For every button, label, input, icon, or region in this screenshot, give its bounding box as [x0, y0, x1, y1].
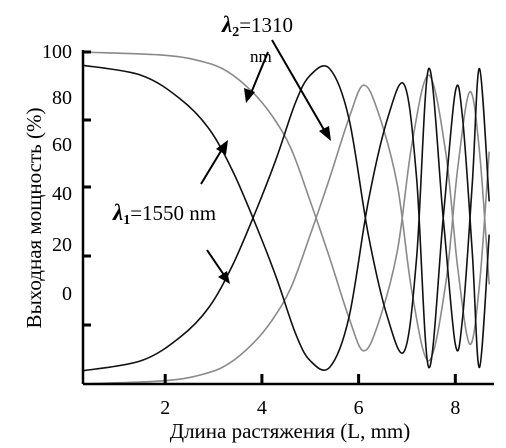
lambda2-arrow-left [248, 51, 269, 99]
lambda1-annotation: λ1=1550 nm [112, 140, 230, 284]
series-1550-bar-curve [82, 64, 490, 371]
lambda2-unit: nm [250, 47, 272, 66]
lambda2-arrow-right-head [319, 126, 331, 141]
y-tick-label-40: 40 [52, 183, 72, 205]
lambda2-value: =1310 [239, 13, 293, 37]
y-tick-label-100: 100 [42, 41, 72, 63]
y-tick-label-80: 80 [52, 87, 72, 109]
x-tick-label-6: 6 [354, 397, 364, 419]
lambda2-arrow-left-head [244, 88, 255, 103]
lambda2-subscript: 2 [232, 25, 239, 40]
lambda1-arrow-down [206, 249, 227, 279]
lambda1-arrow-up-head [216, 140, 228, 155]
ticks-layer [83, 50, 457, 384]
x-tick-label-2: 2 [160, 397, 170, 419]
axes [81, 50, 494, 386]
series-1310-cross-curve [82, 84, 490, 385]
x-tick-label-4: 4 [257, 397, 267, 419]
lambda1-arrow-down-head [218, 271, 230, 284]
tick-labels-layer: 2 4 6 8 100 80 60 40 20 0 [42, 41, 460, 419]
series-1310-bar-curve [82, 51, 490, 352]
series-1550-cross-curve [82, 65, 490, 372]
lambda2-arrow-right [271, 39, 328, 136]
lambda1-subscript: 1 [123, 213, 130, 228]
lambda1-arrow-up [200, 145, 225, 185]
lambda2-label: λ2=1310 [221, 12, 293, 40]
lambda1-value: =1550 nm [130, 201, 216, 225]
curves-layer [82, 51, 490, 385]
y-tick-label-20: 20 [52, 234, 72, 256]
x-tick-label-8: 8 [450, 397, 460, 419]
y-tick-label-60: 60 [52, 134, 72, 156]
lambda1-symbol: λ [112, 200, 123, 225]
lambda2-symbol: λ [221, 12, 232, 37]
y-axis-label: Выходная мощность (%) [22, 108, 46, 329]
y-tick-label-0: 0 [62, 283, 72, 305]
x-axis-label: Длина растяжения (L, mm) [170, 419, 410, 443]
lambda2-annotation: λ2=1310 nm [221, 12, 331, 141]
lambda1-label: λ1=1550 nm [112, 200, 216, 228]
